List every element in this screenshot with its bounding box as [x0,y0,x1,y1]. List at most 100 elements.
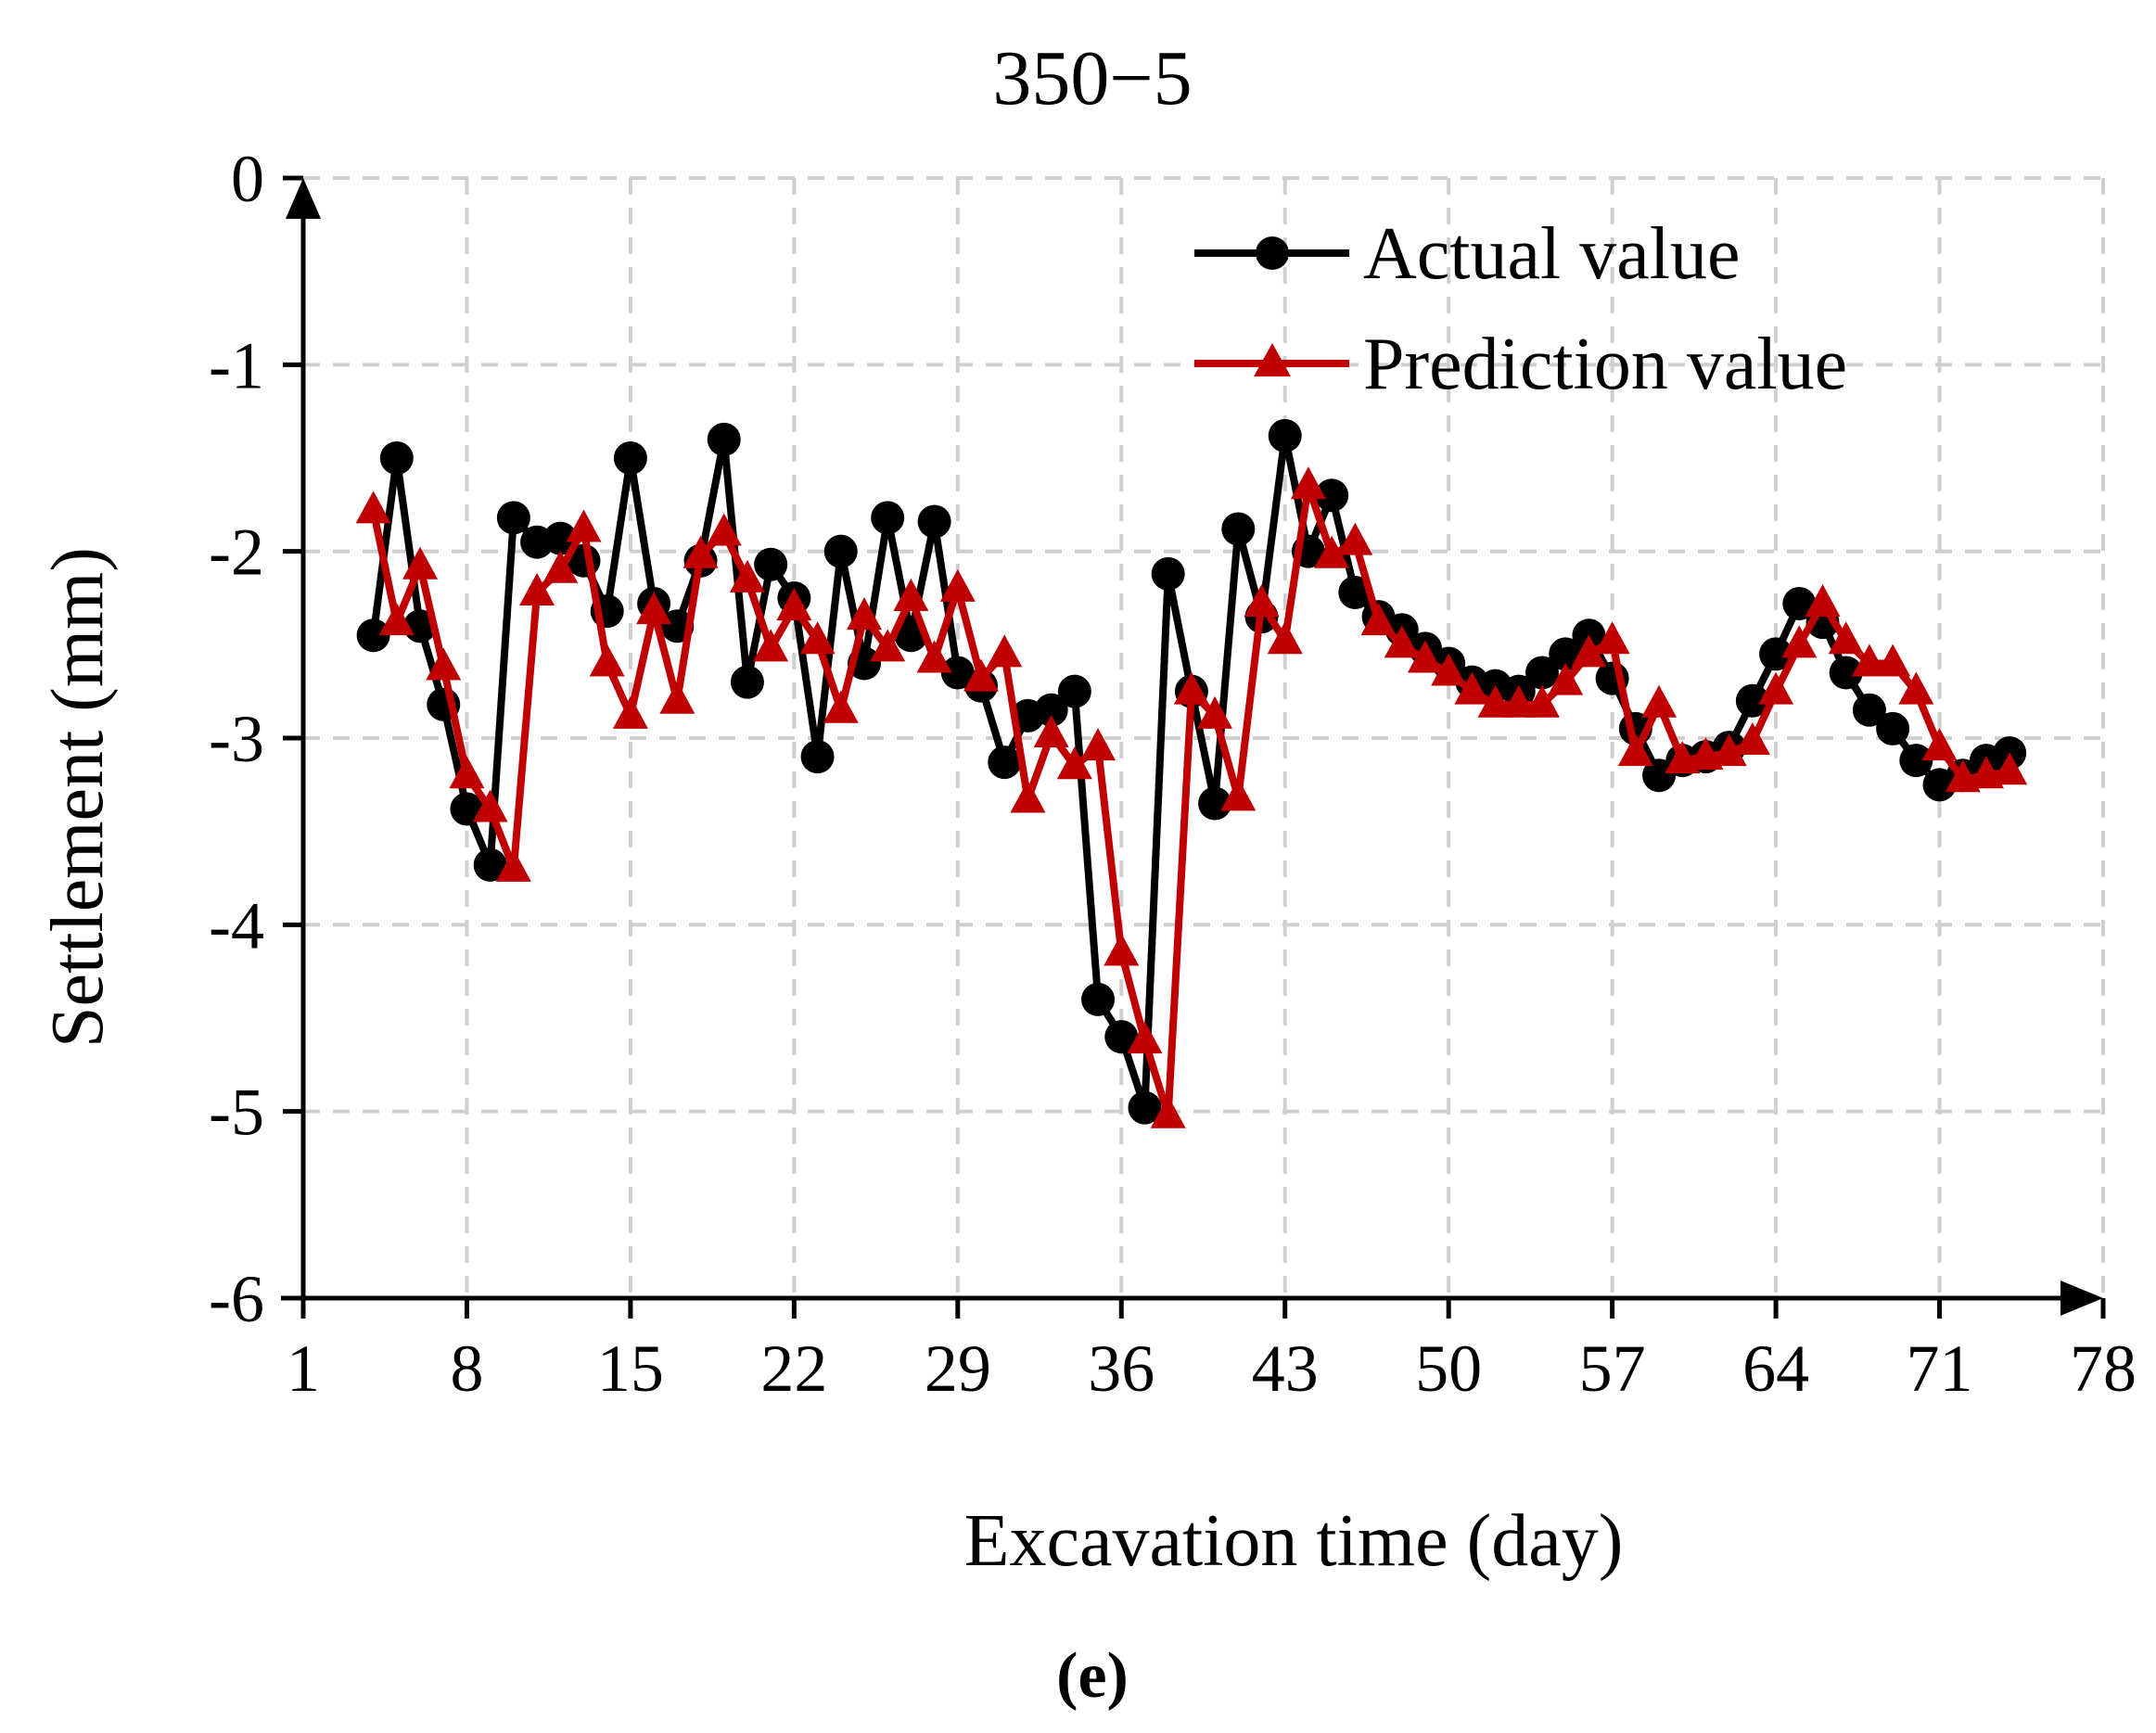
data-point-actual [1198,786,1232,821]
data-point-prediction [1921,728,1958,761]
data-point-prediction [1875,644,1911,677]
legend: Actual value Prediction value [1194,213,1847,405]
data-point-prediction [823,690,859,723]
data-point-prediction [1898,671,1934,705]
data-point-prediction [1525,684,1561,718]
data-point-prediction [1197,695,1233,729]
data-point-prediction [355,491,391,524]
x-tick-label: 36 [1088,1332,1155,1406]
y-axis-arrow [286,178,321,219]
data-point-actual [1104,1020,1139,1054]
legend-label-actual: Actual value [1363,213,1740,295]
data-point-prediction [846,597,882,631]
series-line-prediction [369,482,2010,1119]
data-point-prediction [1477,684,1513,718]
data-point-prediction [1384,625,1420,658]
data-point-prediction [1033,714,1069,747]
data-point-actual [1081,982,1116,1016]
x-tick-label: 57 [1579,1332,1646,1406]
data-point-prediction [1734,722,1770,756]
data-point-prediction [1360,603,1397,636]
y-tick-label: -6 [209,1262,264,1336]
data-point-prediction [542,550,579,583]
x-tick-label: 71 [1907,1332,1973,1406]
data-point-prediction [893,579,929,611]
axis-ticks: 0 -1 -2 -3 -4 -5 -6 1 8 15 22 29 36 43 50 57 64 71 78 [209,142,2137,1406]
data-point-prediction [1080,728,1116,761]
data-point-prediction [1571,634,1607,668]
data-point-prediction [378,603,415,636]
data-point-prediction [495,848,531,882]
data-point-actual [356,618,390,653]
data-point-prediction [566,509,602,542]
data-point-actual [1525,656,1560,690]
data-point-actual [543,521,578,555]
y-tick-label: -5 [209,1076,264,1150]
data-point-prediction [1617,733,1653,767]
panel-label: (e) [1056,1640,1129,1712]
y-tick-label: 0 [231,142,264,216]
data-point-actual [707,422,741,456]
data-point-actual [1057,674,1091,708]
data-point-prediction [939,568,976,602]
x-tick-label: 1 [287,1332,320,1406]
data-point-actual [1128,1090,1162,1125]
data-point-actual [988,745,1022,780]
data-point-prediction [426,647,462,681]
data-point-prediction [963,658,1000,692]
data-point-prediction [1337,522,1373,555]
data-point-prediction [1828,621,1864,655]
data-point-prediction [1641,684,1678,718]
y-tick-label: -4 [209,888,264,962]
data-point-actual [1735,683,1769,718]
data-point-actual [1151,556,1185,591]
x-tick-label: 29 [925,1332,991,1406]
data-point-prediction [729,559,765,593]
data-point-prediction [1781,625,1818,658]
data-point-prediction [636,592,672,625]
x-axis-label: Excavation time (day) [964,1500,1624,1582]
data-point-prediction [916,640,952,673]
data-point-actual [1759,637,1793,671]
data-point-prediction [987,634,1023,668]
data-point-actual [871,501,905,535]
data-point-actual [1034,693,1068,727]
data-point-prediction [799,621,836,655]
data-point-actual [754,547,788,581]
y-tick-label: -3 [209,702,264,776]
data-point-prediction [1500,684,1537,718]
data-point-prediction [683,535,719,568]
y-axis-label: Settlement (mm) [37,547,119,1048]
data-point-actual [496,501,530,535]
x-tick-label: 43 [1252,1332,1319,1406]
series-line-actual [369,431,2011,1112]
data-point-actual [1899,744,1933,778]
data-point-prediction [402,546,439,580]
data-point-actual [917,504,951,539]
data-point-prediction [706,513,742,546]
data-point-actual [379,441,414,475]
legend-label-prediction: Prediction value [1363,324,1847,405]
data-point-prediction [753,629,789,662]
data-point-prediction [1244,584,1280,618]
data-point-prediction [1010,780,1046,813]
data-point-actual [1876,711,1910,745]
series-layer [355,418,2028,1128]
x-axis-arrow [2060,1281,2103,1316]
data-point-prediction [659,681,695,714]
x-tick-label: 15 [597,1332,664,1406]
data-point-prediction [1290,466,1326,500]
data-point-prediction [519,572,555,605]
data-point-prediction [1056,746,1092,780]
legend-marker-actual [1256,236,1289,270]
data-point-prediction [1173,671,1209,705]
data-point-prediction [449,756,485,789]
legend-marker-prediction [1254,343,1291,376]
x-tick-label: 22 [760,1332,827,1406]
data-point-actual [1315,478,1349,513]
data-point-prediction [1805,584,1841,618]
data-point-prediction [1431,653,1467,686]
data-point-prediction [1104,933,1140,966]
data-point-prediction [1407,640,1443,673]
